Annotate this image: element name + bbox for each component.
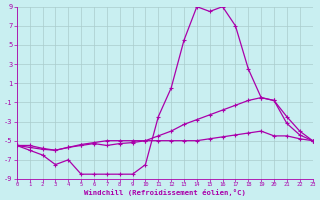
X-axis label: Windchill (Refroidissement éolien,°C): Windchill (Refroidissement éolien,°C) (84, 189, 246, 196)
